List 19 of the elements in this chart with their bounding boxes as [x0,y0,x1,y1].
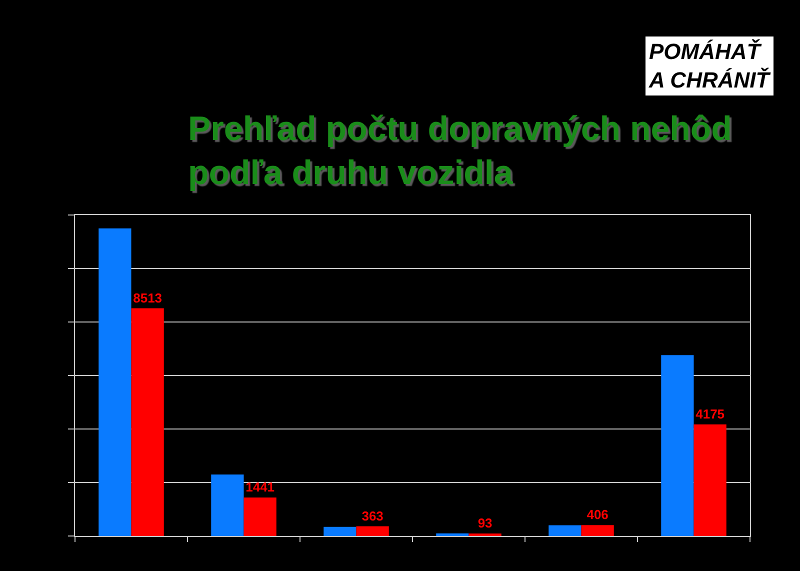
data-label: 1441 [246,479,275,494]
bar [131,308,164,536]
bar [98,228,132,536]
data-label: 406 [586,507,608,522]
data-label: 93 [478,516,492,531]
text: POMÁHAŤ A CHRÁNIŤ [648,39,771,93]
data-label: 363 [362,508,384,524]
bar [548,525,582,536]
bar [581,525,614,536]
data-label: 4175 [696,406,725,422]
bar [436,533,469,536]
data-label: 8513 [133,290,162,306]
bar [244,497,276,536]
bar [661,355,694,536]
chart-title: Prehľad počtu dopravných nehôd podľa druhu vozidla [188,110,732,192]
bar [211,474,244,536]
bar [356,526,389,536]
bar [324,526,356,536]
bar [694,424,726,536]
